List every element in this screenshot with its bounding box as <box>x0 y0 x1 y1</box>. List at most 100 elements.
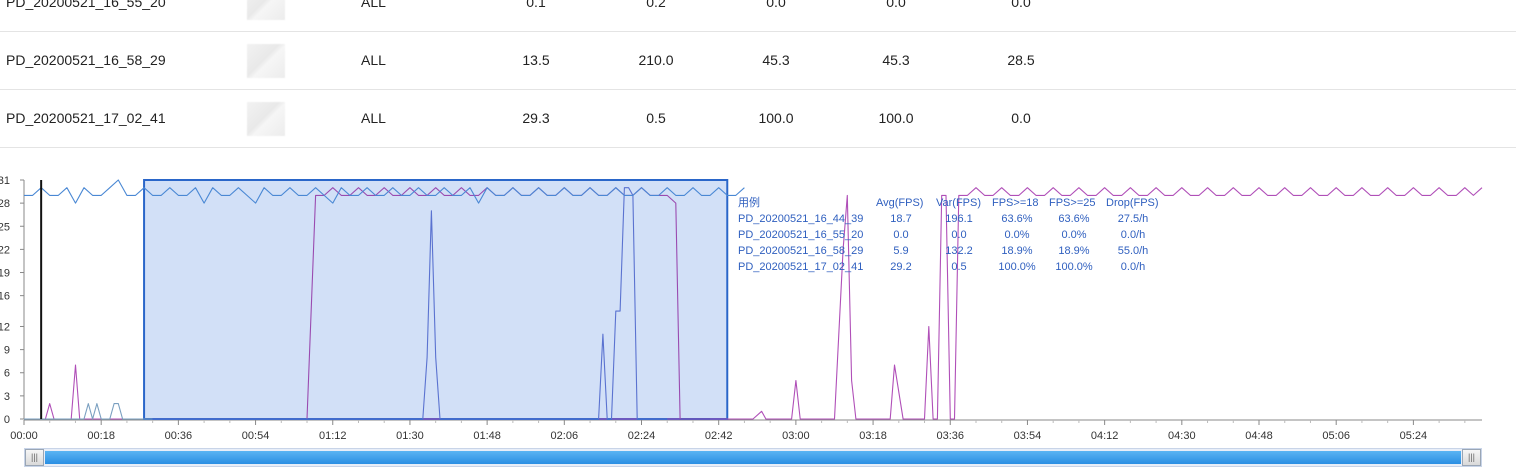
scrollbar-range[interactable] <box>45 451 1461 464</box>
y-tick-label: 22 <box>0 244 10 256</box>
x-tick-label: 00:00 <box>10 430 38 442</box>
x-tick-label: 04:12 <box>1091 430 1119 442</box>
x-tick-label: 02:06 <box>551 430 579 442</box>
value-cell: 29.3 <box>522 110 550 126</box>
value-cell: 0.1 <box>526 0 546 10</box>
case-name: PD_20200521_16_58_29 <box>6 52 166 68</box>
x-tick-label: 04:30 <box>1168 430 1196 442</box>
table-row[interactable]: PD_20200521_17_02_41 ALL 29.3 0.5 100.0 … <box>0 90 1516 148</box>
legend-row-value: 27.5/h <box>1118 213 1149 225</box>
series-layer <box>24 179 1483 420</box>
value-cell: 13.5 <box>522 52 550 68</box>
scene-cell: ALL <box>361 52 386 68</box>
results-table: PD_20200521_16_55_20 ALL 0.1 0.2 0.0 0.0… <box>0 0 1516 148</box>
y-tick-label: 25 <box>0 221 10 233</box>
legend-row-name: PD_20200521_16_44_39 <box>738 213 863 225</box>
x-axis: 00:00 00:18 00:36 00:54 01:12 01:30 01:48 02:06… <box>10 419 1482 442</box>
value-cell: 0.0 <box>1011 0 1031 10</box>
scene-cell: ALL <box>361 110 386 126</box>
x-tick-label: 02:42 <box>705 430 733 442</box>
y-axis: 0 3 6 9 12 16 19 22 25 28 31 <box>0 175 25 426</box>
legend-row-value: 100.0% <box>998 261 1036 273</box>
x-tick-label: 03:18 <box>859 430 887 442</box>
time-range-scrollbar[interactable]: ||| ||| <box>24 448 1482 467</box>
table-row[interactable]: PD_20200521_16_55_20 ALL 0.1 0.2 0.0 0.0… <box>0 0 1516 32</box>
legend-row-name: PD_20200521_16_58_29 <box>738 245 863 257</box>
x-tick-label: 05:06 <box>1322 430 1350 442</box>
x-tick-label: 00:18 <box>87 430 115 442</box>
legend-row-value: 63.6% <box>1001 213 1032 225</box>
legend-header: FPS>=18 <box>992 197 1038 209</box>
thumbnail-image[interactable] <box>247 0 285 20</box>
series-line <box>24 403 153 420</box>
y-tick-label: 0 <box>4 414 10 426</box>
value-cell: 45.3 <box>762 52 790 68</box>
legend-row-value: 18.9% <box>1058 245 1089 257</box>
x-tick-label: 03:36 <box>936 430 964 442</box>
value-cell: 0.0 <box>1011 110 1031 126</box>
value-cell: 0.2 <box>646 0 666 10</box>
x-tick-label: 03:54 <box>1014 430 1042 442</box>
value-cell: 100.0 <box>878 110 914 126</box>
scene-cell: ALL <box>361 0 386 10</box>
x-tick-label: 01:30 <box>396 430 424 442</box>
legend-row-value: 0.5 <box>951 261 966 273</box>
legend-header: Avg(FPS) <box>876 197 923 209</box>
chart-legend: 用例 Avg(FPS) Var(FPS) FPS>=18 FPS>=25 Drop(FPS… <box>738 195 1159 273</box>
case-name: PD_20200521_17_02_41 <box>6 110 166 126</box>
legend-header: FPS>=25 <box>1049 197 1095 209</box>
scrollbar-left-handle[interactable]: ||| <box>25 449 44 466</box>
series-line <box>152 187 668 420</box>
legend-row-value: 0.0 <box>893 229 908 241</box>
thumbnail-image[interactable] <box>247 44 285 78</box>
y-tick-label: 12 <box>0 321 10 333</box>
x-tick-label: 01:12 <box>319 430 347 442</box>
legend-row-value: 0.0/h <box>1121 261 1145 273</box>
y-tick-label: 31 <box>0 175 10 187</box>
legend-row-value: 0.0 <box>951 229 966 241</box>
value-cell: 100.0 <box>758 110 794 126</box>
legend-row-value: 55.0/h <box>1118 245 1149 257</box>
y-tick-label: 19 <box>0 268 10 280</box>
legend-row-value: 0.0% <box>1004 229 1029 241</box>
y-tick-label: 9 <box>4 345 10 357</box>
x-tick-label: 04:48 <box>1245 430 1273 442</box>
y-tick-label: 16 <box>0 291 10 303</box>
legend-header: Drop(FPS) <box>1106 197 1159 209</box>
scrollbar-right-handle[interactable]: ||| <box>1462 449 1481 466</box>
x-tick-label: 00:36 <box>165 430 193 442</box>
value-cell: 0.0 <box>886 0 906 10</box>
x-tick-label: 02:24 <box>628 430 656 442</box>
value-cell: 45.3 <box>882 52 910 68</box>
legend-row-value: 0.0% <box>1061 229 1086 241</box>
selection-layer[interactable] <box>143 179 729 420</box>
legend-row-value: 29.2 <box>890 261 911 273</box>
legend-row-value: 18.7 <box>890 213 911 225</box>
legend-row-name: PD_20200521_17_02_41 <box>738 261 863 273</box>
series-line <box>24 179 745 204</box>
x-tick-label: 00:54 <box>242 430 270 442</box>
legend-row-value: 132.2 <box>945 245 973 257</box>
legend-row-value: 5.9 <box>893 245 908 257</box>
x-tick-label: 01:48 <box>473 430 501 442</box>
x-tick-label: 03:00 <box>782 430 810 442</box>
legend-row-name: PD_20200521_16_55_20 <box>738 229 863 241</box>
case-name: PD_20200521_16_55_20 <box>6 0 166 10</box>
y-tick-label: 6 <box>4 368 10 380</box>
value-cell: 0.5 <box>646 110 666 126</box>
legend-header: Var(FPS) <box>936 197 981 209</box>
value-cell: 210.0 <box>638 52 674 68</box>
table-row[interactable]: PD_20200521_16_58_29 ALL 13.5 210.0 45.3… <box>0 32 1516 90</box>
legend-row-value: 196.1 <box>945 213 973 225</box>
legend-row-value: 100.0% <box>1055 261 1093 273</box>
value-cell: 0.0 <box>766 0 786 10</box>
selection-box[interactable] <box>143 179 729 420</box>
legend-row-value: 0.0/h <box>1121 229 1145 241</box>
thumbnail-image[interactable] <box>247 102 285 136</box>
y-tick-label: 28 <box>0 198 10 210</box>
legend-header: 用例 <box>738 195 760 209</box>
series-line <box>24 187 1483 420</box>
value-cell: 28.5 <box>1007 52 1035 68</box>
x-tick-label: 05:24 <box>1400 430 1428 442</box>
